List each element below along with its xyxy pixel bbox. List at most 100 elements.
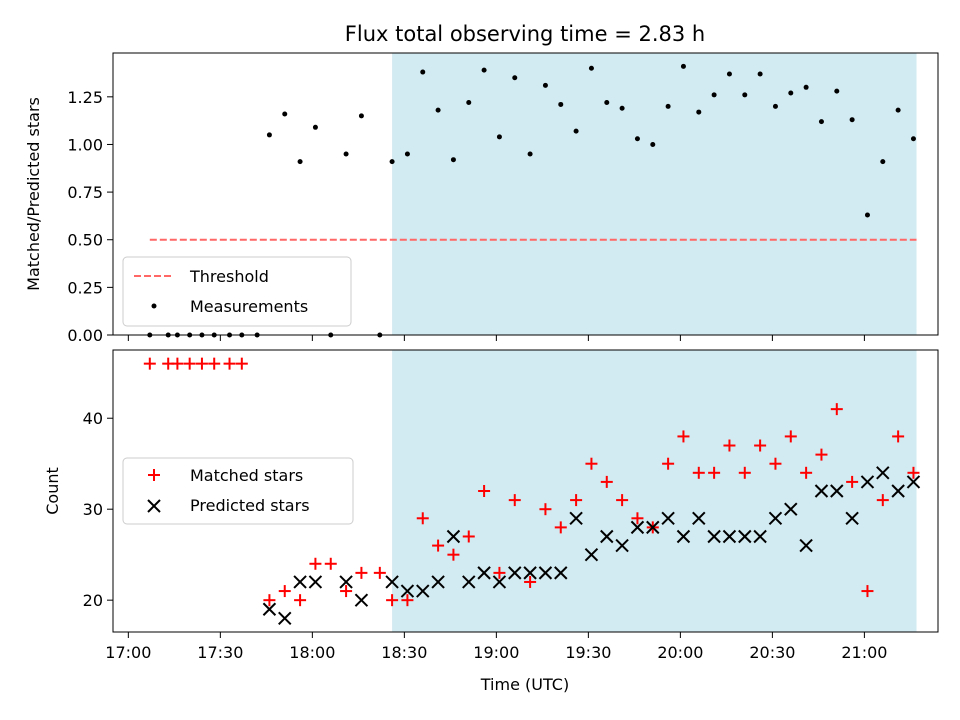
x-tick-label: 20:00 [657,643,703,662]
matched-star-point [324,557,337,570]
top-y-tick-label: 0.50 [67,231,103,250]
measurement-point [726,71,732,77]
matched-legend-swatch [148,469,160,481]
matched-star-point [493,566,506,579]
measurement-point [573,128,579,134]
bottom-legend: Matched stars Predicted stars [122,457,354,525]
x-tick-label: 21:00 [841,643,887,662]
predicted-star-stroke-b [508,566,522,580]
matched-star-point [524,575,537,588]
measurement-point [650,141,656,147]
measurement-point [864,212,870,218]
measurement-point [527,151,533,157]
predicted-star-stroke-b [799,538,813,553]
predicted-star-point [768,511,783,525]
matched-star-point [401,594,414,607]
bottom-x-ticks: 17:00 17:30 18:00 18:30 19:00 19:30 20:00 20:30… [105,632,887,662]
predicted-star-point [431,575,445,589]
predicted-star-point [661,511,675,525]
matched-star-point [600,475,613,488]
predicted-star-stroke-b [569,511,583,525]
matched-star-point [309,557,322,570]
top-x-ticks [127,335,865,341]
predicted-star-point [416,584,430,598]
predicted-star-stroke-b [753,529,767,544]
measurement-point [680,63,686,69]
measurement-point [312,124,318,130]
bottom-legend-box [122,457,354,525]
predicted-star-stroke-b [492,575,507,589]
threshold-legend-label: Threshold [189,267,269,286]
predicted-star-point [692,511,706,525]
predicted-star-point [400,584,415,598]
x-tick-label: 17:00 [105,643,151,662]
top-y-tick-label: 0.25 [67,278,103,297]
top-legend-box [122,256,352,327]
predicted-star-stroke-b [891,484,905,498]
matched-star-point [861,585,874,598]
measurement-point [450,157,456,163]
measurement-point [880,159,886,165]
predicted-star-point [462,575,476,589]
top-y-tick-label: 0.00 [67,326,103,345]
predicted-star-point [278,611,292,626]
predicted-star-point [738,529,752,544]
matched-star-point [195,357,208,370]
matched-star-point [235,357,248,370]
top-panel: 0.00 0.25 0.50 0.75 1.00 1.25 Flux total obse… [24,22,939,345]
predicted-star-stroke-b [646,520,660,535]
measurement-point [711,92,717,98]
matched-star-point [183,357,196,370]
predicted-star-stroke-b [784,502,798,516]
measurement-point [542,82,548,88]
predicted-star-point [799,538,813,553]
measurement-point [788,90,794,96]
predicted-star-point [845,511,859,525]
matched-star-point [539,503,552,516]
measurement-point [404,151,410,157]
predicted-star-point [508,566,522,580]
matched-star-point [800,466,813,479]
predicted-star-stroke-b [600,529,614,544]
measurement-point [343,151,349,157]
measurement-point [895,107,901,113]
predicted-star-stroke-b [446,529,461,544]
top-observing-window [392,53,917,335]
x-tick-label: 20:30 [749,643,795,662]
matched-star-point [677,430,690,443]
matched-star-point [263,594,276,607]
predicted-star-stroke-b [554,566,568,580]
measurement-point [696,109,702,115]
x-axis-label: Time (UTC) [480,675,569,694]
matched-star-point [143,357,156,370]
matched-star-point [738,466,751,479]
bottom-y-tick-label: 30 [83,500,103,519]
matched-star-point [386,594,399,607]
top-y-tick-label: 1.25 [67,88,103,107]
top-y-ticks: 0.00 0.25 0.50 0.75 1.00 1.25 [67,88,113,345]
matched-legend-label: Matched stars [190,466,303,485]
matched-star-point [570,494,583,507]
predicted-star-point [707,529,721,544]
predicted-star-stroke-b [293,575,307,589]
matched-star-point [907,466,920,479]
predicted-star-point [584,547,599,562]
predicted-star-stroke-b [538,566,553,580]
matched-star-point [892,430,905,443]
predicted-star-stroke-b [278,611,292,626]
predicted-star-point [630,520,645,535]
top-y-axis-label: Matched/Predicted stars [24,97,43,291]
predicted-star-point [354,593,369,607]
predicted-star-stroke-b [400,584,415,598]
matched-star-point [340,585,353,598]
measurements-legend-swatch [151,303,157,309]
matched-star-point [830,403,843,416]
bottom-y-ticks: 20 30 40 [83,409,113,610]
predicted-star-stroke-b [906,475,921,489]
chart-title: Flux total observing time = 2.83 h [345,22,705,46]
predicted-star-stroke-b [876,466,890,480]
measurement-point [757,71,763,77]
top-legend: Threshold Measurements [122,256,352,327]
predicted-star-point [477,566,491,580]
